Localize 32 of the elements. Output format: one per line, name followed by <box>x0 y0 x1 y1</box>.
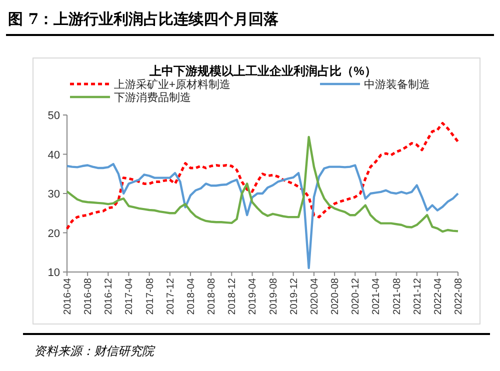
x-tick-label: 2022-04 <box>432 278 444 315</box>
y-tick-label: 40 <box>48 149 60 162</box>
x-tick-label: 2019-08 <box>268 278 280 315</box>
x-tick-label: 2018-04 <box>186 278 197 315</box>
x-tick-label: 2021-08 <box>392 278 403 315</box>
x-tick-label: 2016-04 <box>62 278 74 315</box>
legend-label: 上游采矿业+原材料制造 <box>114 78 230 91</box>
x-tick-label: 2017-12 <box>165 278 176 315</box>
legend-label: 中游装备制造 <box>364 78 430 91</box>
x-tick-label: 2020-12 <box>350 278 362 315</box>
legend-label: 下游消费品制造 <box>114 91 191 104</box>
x-tick-label: 2021-04 <box>371 278 382 315</box>
chart-title: 上中下游规模以上工业企业利润占比（%） <box>148 64 376 78</box>
x-tick-label: 2017-08 <box>144 278 156 315</box>
y-tick-label: 50 <box>48 110 60 122</box>
x-tick-label: 2016-08 <box>83 278 94 315</box>
y-tick-label: 20 <box>48 228 60 240</box>
x-tick-label: 2018-12 <box>227 278 238 315</box>
x-tick-label: 2020-08 <box>330 278 342 315</box>
line-series <box>66 162 460 270</box>
x-tick-label: 2019-04 <box>248 278 259 315</box>
y-tick-label: 30 <box>48 188 60 200</box>
text: 资料来源：财信研究院 <box>34 344 156 358</box>
x-tick-label: 2017-04 <box>124 278 136 315</box>
x-tick-label: 2018-08 <box>206 278 218 315</box>
x-tick-label: 2019-12 <box>288 278 300 315</box>
y-tick-label: 10 <box>48 267 60 279</box>
x-tick-label: 2016-12 <box>104 278 115 315</box>
x-tick-label: 2021-12 <box>412 278 424 315</box>
x-tick-label: 2022-08 <box>454 278 464 315</box>
x-tick-label: 2020-04 <box>309 278 320 315</box>
chart-subtitle: 图 7：上游行业利润占比连续四个月回落 <box>8 10 280 28</box>
